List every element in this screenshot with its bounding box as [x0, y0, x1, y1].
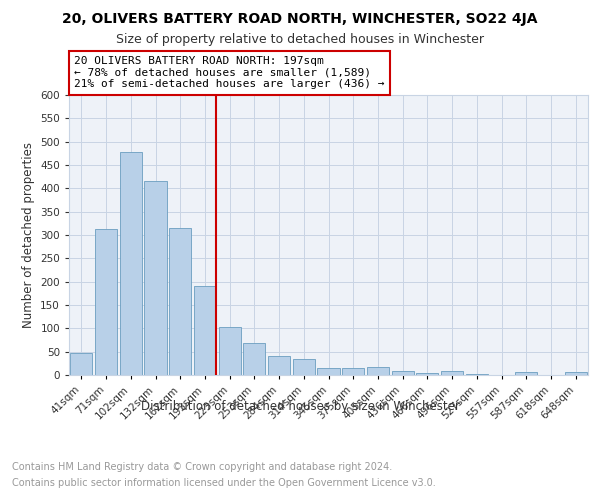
Text: Contains public sector information licensed under the Open Government Licence v3: Contains public sector information licen… — [12, 478, 436, 488]
Bar — [565, 372, 587, 375]
Bar — [194, 286, 216, 375]
Text: 20, OLIVERS BATTERY ROAD NORTH, WINCHESTER, SO22 4JA: 20, OLIVERS BATTERY ROAD NORTH, WINCHEST… — [62, 12, 538, 26]
Bar — [342, 368, 364, 375]
Bar — [392, 371, 414, 375]
Text: Contains HM Land Registry data © Crown copyright and database right 2024.: Contains HM Land Registry data © Crown c… — [12, 462, 392, 472]
Bar — [441, 372, 463, 375]
Bar — [218, 327, 241, 375]
Y-axis label: Number of detached properties: Number of detached properties — [22, 142, 35, 328]
Bar — [95, 230, 117, 375]
Text: 20 OLIVERS BATTERY ROAD NORTH: 197sqm
← 78% of detached houses are smaller (1,58: 20 OLIVERS BATTERY ROAD NORTH: 197sqm ← … — [74, 56, 385, 90]
Bar — [515, 372, 538, 375]
Bar — [145, 182, 167, 375]
Bar — [268, 356, 290, 375]
Bar — [317, 368, 340, 375]
Bar — [293, 358, 315, 375]
Bar — [416, 372, 439, 375]
Bar — [169, 228, 191, 375]
Bar — [466, 374, 488, 375]
Bar — [367, 367, 389, 375]
Text: Size of property relative to detached houses in Winchester: Size of property relative to detached ho… — [116, 32, 484, 46]
Text: Distribution of detached houses by size in Winchester: Distribution of detached houses by size … — [140, 400, 460, 413]
Bar — [119, 152, 142, 375]
Bar — [243, 344, 265, 375]
Bar — [70, 353, 92, 375]
